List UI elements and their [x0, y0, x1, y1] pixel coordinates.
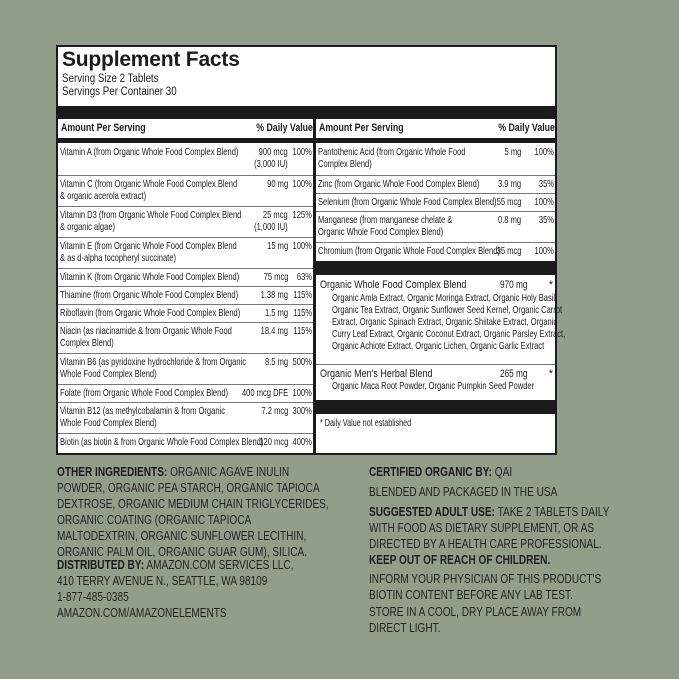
header-amount: Amount Per Serving: [61, 122, 146, 134]
nutrient-row: Selenium (from Organic Whole Food Comple…: [316, 193, 555, 212]
nutrient-amount: 0.8 mg: [497, 214, 521, 226]
header-rule: [58, 138, 313, 143]
blend-whole-food: Organic Whole Food Complex Blend 970 mg …: [320, 279, 566, 352]
nutrient-row: Riboflavin (from Organic Whole Food Comp…: [58, 304, 313, 323]
nutrient-row: Folate (from Organic Whole Food Complex …: [58, 384, 313, 403]
nutrient-name: Vitamin C (from Organic Whole Food Compl…: [60, 178, 238, 202]
nutrient-amount: 18.4 mg: [260, 325, 288, 337]
nutrient-name: Vitamin E (from Organic Whole Food Compl…: [60, 240, 237, 264]
keep-out-warning: KEEP OUT OF REACH OF CHILDREN.: [369, 553, 551, 567]
nutrient-name: Chromium (from Organic Whole Food Comple…: [318, 245, 500, 257]
nutrient-daily-value: 400%: [292, 436, 312, 448]
nutrient-name: Folate (from Organic Whole Food Complex …: [60, 387, 229, 399]
nutrient-amount: 8.5 mg: [264, 356, 288, 368]
servings-per-container: Servings Per Container 30: [62, 86, 177, 98]
header-daily-value: % Daily Value: [498, 122, 555, 134]
nutrient-daily-value: 35%: [538, 214, 554, 226]
nutrient-name: Biotin (as biotin & from Organic Whole F…: [60, 436, 264, 448]
blended-packaged: BLENDED AND PACKAGED IN THE USA: [369, 485, 558, 499]
nutrient-name: Niacin (as niacinamide & from Organic Wh…: [60, 325, 232, 349]
nutrient-daily-value: 100%: [292, 178, 312, 190]
header-rule: [316, 138, 555, 143]
row-rule: [316, 364, 555, 365]
divider-bar: [58, 106, 555, 119]
nutrient-daily-value: 63%: [296, 271, 312, 283]
nutrient-amount: 75 mcg: [263, 271, 288, 283]
nutrient-amount: 55 mcg: [496, 196, 521, 208]
nutrient-daily-value: 100%: [534, 146, 554, 158]
right-nutrient-column: Amount Per Serving % Daily Value Organic…: [316, 119, 566, 453]
nutrient-name: Thiamine (from Organic Whole Food Comple…: [60, 289, 239, 301]
nutrient-amount: 90 mg: [266, 178, 288, 190]
nutrient-amount: 900 mcg (3,000 IU): [254, 146, 288, 170]
supplement-facts-panel: Supplement Facts Serving Size 2 Tablets …: [56, 45, 566, 455]
nutrient-amount: 120 mcg: [258, 436, 288, 448]
nutrient-daily-value: 125%: [292, 209, 312, 221]
nutrient-row: Thiamine (from Organic Whole Food Comple…: [58, 286, 313, 305]
nutrient-daily-value: 500%: [292, 356, 312, 368]
nutrient-name: Selenium (from Organic Whole Food Comple…: [318, 196, 497, 208]
divider-bar: [316, 261, 555, 275]
nutrient-name: Vitamin B12 (as methylcobalamin & from O…: [60, 405, 225, 429]
nutrient-daily-value: 100%: [534, 196, 554, 208]
column-divider: [313, 119, 316, 453]
nutrient-row: Chromium (from Organic Whole Food Comple…: [316, 242, 555, 261]
storage-instructions: STORE IN A COOL, DRY PLACE AWAY FROM DIR…: [369, 605, 582, 635]
left-nutrient-column: Amount Per Serving % Daily Value Vitamin…: [58, 119, 313, 453]
header-daily-value: % Daily Value: [256, 122, 313, 134]
nutrient-amount: 35 mcg: [496, 245, 521, 257]
nutrient-row: Vitamin C (from Organic Whole Food Compl…: [58, 175, 313, 207]
nutrient-amount: 400 mcg DFE: [241, 387, 288, 399]
nutrient-row: Niacin (as niacinamide & from Organic Wh…: [58, 322, 313, 354]
nutrient-daily-value: 115%: [293, 289, 312, 301]
divider-bar: [316, 400, 555, 414]
nutrient-daily-value: 115%: [293, 307, 312, 319]
nutrient-daily-value: 100%: [292, 146, 312, 158]
nutrient-row: Zinc (from Organic Whole Food Complex Bl…: [316, 175, 555, 194]
nutrient-amount: 1.5 mg: [264, 307, 288, 319]
nutrient-row: Biotin (as biotin & from Organic Whole F…: [58, 433, 313, 452]
nutrient-row: Vitamin E (from Organic Whole Food Compl…: [58, 237, 313, 269]
nutrient-row: Vitamin K (from Organic Whole Food Compl…: [58, 268, 313, 287]
nutrient-name: Pantothenic Acid (from Organic Whole Foo…: [318, 146, 466, 170]
nutrient-daily-value: 100%: [292, 240, 312, 252]
nutrient-row: Vitamin D3 (from Organic Whole Food Comp…: [58, 206, 313, 238]
footnote: * Daily Value not established: [320, 418, 412, 429]
nutrient-amount: 25 mcg (1,000 IU): [254, 209, 288, 233]
nutrient-row: Vitamin A (from Organic Whole Food Compl…: [58, 144, 313, 175]
nutrient-amount: 5 mg: [504, 146, 521, 158]
panel-title: Supplement Facts: [62, 48, 240, 71]
serving-size: Serving Size 2 Tablets: [62, 73, 159, 85]
nutrient-daily-value: 115%: [293, 325, 312, 337]
nutrient-name: Vitamin D3 (from Organic Whole Food Comp…: [60, 209, 242, 233]
header-amount: Amount Per Serving: [319, 122, 404, 134]
nutrient-name: Vitamin K (from Organic Whole Food Compl…: [60, 271, 240, 283]
suggested-use: SUGGESTED ADULT USE: TAKE 2 TABLETS DAIL…: [369, 505, 610, 551]
nutrient-name: Riboflavin (from Organic Whole Food Comp…: [60, 307, 241, 319]
blend-mens-herbal: Organic Men's Herbal Blend 265 mg * Orga…: [320, 368, 553, 392]
nutrient-daily-value: 100%: [534, 245, 554, 257]
nutrient-row: Vitamin B6 (as pyridoxine hydrochloride …: [58, 353, 313, 385]
nutrient-name: Vitamin B6 (as pyridoxine hydrochloride …: [60, 356, 247, 380]
nutrient-row: Pantothenic Acid (from Organic Whole Foo…: [316, 144, 555, 175]
biotin-notice: INFORM YOUR PHYSICIAN OF THIS PRODUCT'S …: [369, 572, 602, 602]
certified-organic: CERTIFIED ORGANIC BY: QAI: [369, 465, 513, 479]
nutrient-row: Manganese (from manganese chelate & Orga…: [316, 211, 555, 243]
nutrient-row: Vitamin B12 (as methylcobalamin & from O…: [58, 402, 313, 434]
nutrient-amount: 7.2 mcg: [261, 405, 288, 417]
distributed-by: DISTRIBUTED BY: AMAZON.COM SERVICES LLC,…: [57, 558, 294, 620]
nutrient-amount: 3.9 mg: [497, 178, 521, 190]
nutrient-name: Zinc (from Organic Whole Food Complex Bl…: [318, 178, 480, 190]
nutrient-amount: 15 mg: [266, 240, 288, 252]
nutrient-daily-value: 300%: [292, 405, 312, 417]
nutrient-daily-value: 100%: [292, 387, 312, 399]
nutrient-amount: 1.38 mg: [260, 289, 288, 301]
nutrient-daily-value: 35%: [538, 178, 554, 190]
nutrient-name: Manganese (from manganese chelate & Orga…: [318, 214, 453, 238]
nutrient-name: Vitamin A (from Organic Whole Food Compl…: [60, 146, 239, 158]
other-ingredients: OTHER INGREDIENTS: ORGANIC AGAVE INULIN …: [57, 465, 329, 559]
